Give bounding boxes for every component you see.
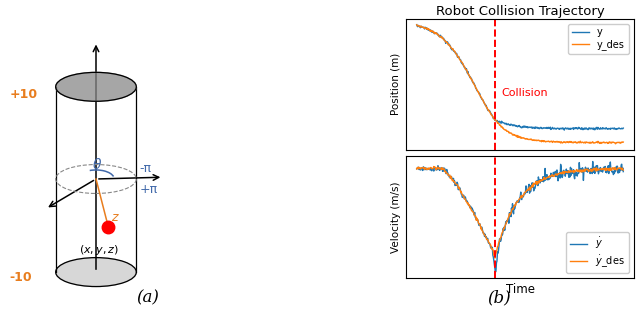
$\dot{y}$ <box>413 167 420 171</box>
$\dot{y}$_des <box>564 171 572 175</box>
$\dot{y}$ <box>480 232 488 235</box>
Line: y_des: y_des <box>417 25 623 144</box>
$\dot{y}$ <box>589 160 596 163</box>
Ellipse shape <box>56 72 136 101</box>
$\dot{y}$_des <box>481 233 488 237</box>
$\dot{y}$_des <box>544 175 552 179</box>
$\dot{y}$_des <box>438 168 446 171</box>
y_des <box>480 101 488 105</box>
$\dot{y}$ <box>543 173 551 177</box>
$\dot{y}$_des <box>491 256 499 260</box>
Text: -π: -π <box>140 162 152 175</box>
Y-axis label: Velocity (m/s): Velocity (m/s) <box>391 181 401 253</box>
$\dot{y}$ <box>564 172 572 175</box>
$\dot{y}$_des <box>620 168 627 172</box>
y <box>543 125 550 129</box>
Line: $\dot{y}$: $\dot{y}$ <box>417 162 623 272</box>
Text: $(x,y,z)$: $(x,y,z)$ <box>79 243 119 257</box>
Text: $\theta$: $\theta$ <box>92 157 102 172</box>
$\dot{y}$_des <box>430 165 438 168</box>
y_des <box>495 121 502 125</box>
Text: Collision: Collision <box>502 89 548 99</box>
Text: +10: +10 <box>9 88 37 101</box>
y_des <box>563 140 571 144</box>
y <box>561 128 568 132</box>
Line: $\dot{y}$_des: $\dot{y}$_des <box>417 167 623 258</box>
y <box>495 120 502 124</box>
$\dot{y}$ <box>563 167 570 171</box>
Ellipse shape <box>56 258 136 286</box>
y_des <box>413 23 420 27</box>
Y-axis label: Position (m): Position (m) <box>391 53 401 115</box>
y <box>620 126 627 130</box>
y_des <box>438 36 445 39</box>
$\dot{y}$ <box>492 270 499 274</box>
Text: (a): (a) <box>136 290 159 307</box>
$\dot{y}$ <box>438 166 445 170</box>
$\dot{y}$_des <box>563 170 571 174</box>
Legend: y, y_des: y, y_des <box>568 24 628 54</box>
y_des <box>620 140 627 144</box>
X-axis label: Time: Time <box>506 283 534 296</box>
$\dot{y}$_des <box>413 167 420 171</box>
Text: z: z <box>111 212 117 224</box>
Text: -10: -10 <box>9 271 32 284</box>
Text: +π: +π <box>140 183 158 197</box>
Line: y: y <box>417 25 623 130</box>
Text: (b): (b) <box>488 290 511 307</box>
Legend: $\dot{y}$, $\dot{y}$_des: $\dot{y}$, $\dot{y}$_des <box>566 232 628 273</box>
y <box>480 101 488 105</box>
y_des <box>612 142 620 146</box>
y <box>564 127 572 130</box>
y_des <box>562 141 570 144</box>
$\dot{y}$_des <box>496 239 504 242</box>
Title: Robot Collision Trajectory: Robot Collision Trajectory <box>436 5 604 17</box>
y_des <box>543 139 550 143</box>
$\dot{y}$ <box>620 170 627 173</box>
y <box>563 127 570 131</box>
$\dot{y}$ <box>495 243 503 247</box>
y <box>413 23 420 27</box>
y <box>438 35 445 39</box>
